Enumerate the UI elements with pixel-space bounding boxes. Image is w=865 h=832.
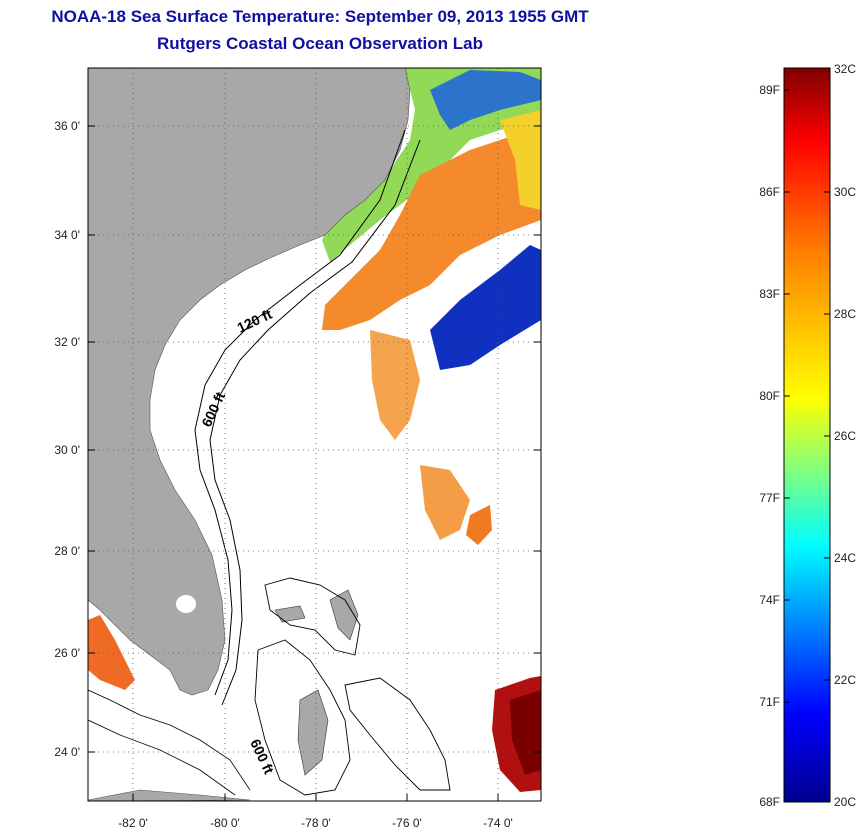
- lon-label-78: -78 0': [301, 816, 331, 830]
- colorbar-c-26: 26C: [834, 429, 857, 443]
- colorbar-f-71: 71F: [759, 695, 780, 709]
- lat-label-30: 30 0': [54, 443, 80, 457]
- colorbar-c-20: 20C: [834, 795, 857, 809]
- graticule: [88, 68, 541, 801]
- colorbar-f-89: 89F: [759, 83, 780, 97]
- contour-600ft: [209, 139, 421, 706]
- land-andros: [297, 689, 329, 776]
- land-abaco: [329, 589, 359, 641]
- colorbar-f-83: 83F: [759, 287, 780, 301]
- contour-bahamas-bank-1: [264, 577, 361, 656]
- colorbar-c-22: 22C: [834, 673, 857, 687]
- sst-patch-keys: [88, 615, 135, 690]
- sst-patch-offshore-cool: [430, 245, 541, 370]
- sst-patch-bahamas-east: [466, 505, 492, 545]
- lat-label-24: 24 0': [54, 745, 80, 759]
- lat-label-28: 28 0': [54, 544, 80, 558]
- lon-label-82: -82 0': [118, 816, 148, 830]
- colorbar-f-77: 77F: [759, 491, 780, 505]
- lon-label-80: -80 0': [210, 816, 240, 830]
- colorbar-f-80: 80F: [759, 389, 780, 403]
- sst-patch-central: [370, 330, 420, 440]
- left-ticks: [88, 125, 541, 801]
- colorbar-ticks: [784, 89, 830, 703]
- sst-patch-yellow: [500, 110, 541, 210]
- land-grand-bahama: [274, 605, 306, 623]
- contour-bahamas-bank-3: [344, 677, 451, 791]
- lat-label-36: 36 0': [54, 119, 80, 133]
- colorbar: [783, 67, 831, 803]
- map-subtitle: Rutgers Coastal Ocean Observation Lab: [157, 34, 483, 53]
- sst-patch-hot-se-core: [510, 690, 541, 775]
- land-us-coast: [88, 68, 411, 696]
- colorbar-f-86: 86F: [759, 185, 780, 199]
- lon-label-74: -74 0': [483, 816, 513, 830]
- contour-bahamas-bank-2: [254, 639, 351, 796]
- sst-patch-bahamas-north: [420, 465, 470, 540]
- sst-patch-gulfstream: [322, 135, 541, 330]
- lat-label-26: 26 0': [54, 646, 80, 660]
- sst-patch-nc-cool: [430, 70, 541, 130]
- contour-keys-2: [88, 719, 236, 796]
- lat-label-34: 34 0': [54, 228, 80, 242]
- contour-florida-keys: [88, 689, 251, 791]
- lat-label-32: 32 0': [54, 335, 80, 349]
- lake-okeechobee: [176, 595, 196, 613]
- colorbar-c-32: 32C: [834, 62, 857, 76]
- colorbar-c-24: 24C: [834, 551, 857, 565]
- colorbar-f-74: 74F: [759, 593, 780, 607]
- colorbar-c-30: 30C: [834, 185, 857, 199]
- contour-120ft: [194, 129, 406, 696]
- sst-patch-nc-coast: [322, 68, 541, 262]
- lon-label-76: -76 0': [392, 816, 422, 830]
- colorbar-f-68: 68F: [759, 795, 780, 809]
- colorbar-c-28: 28C: [834, 307, 857, 321]
- map-title: NOAA-18 Sea Surface Temperature: Septemb…: [51, 7, 589, 26]
